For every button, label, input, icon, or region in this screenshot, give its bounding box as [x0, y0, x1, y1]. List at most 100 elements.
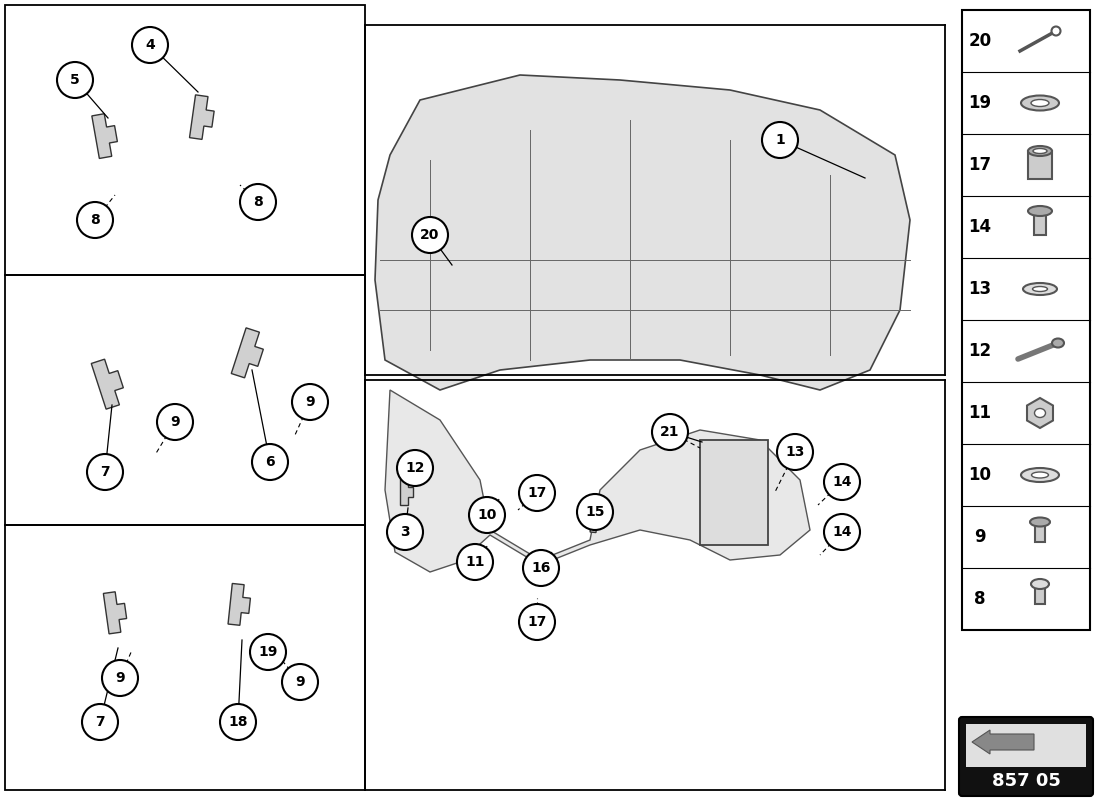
Polygon shape [91, 359, 123, 409]
Polygon shape [103, 592, 127, 634]
Text: 17: 17 [527, 486, 547, 500]
Circle shape [578, 494, 613, 530]
Bar [1034, 211, 1046, 235]
Circle shape [519, 604, 556, 640]
Text: 7: 7 [96, 715, 104, 729]
Bar [1035, 584, 1045, 604]
Text: 12: 12 [968, 342, 991, 360]
Ellipse shape [1028, 206, 1052, 216]
FancyArrow shape [972, 730, 1034, 754]
Circle shape [456, 544, 493, 580]
Polygon shape [400, 478, 412, 506]
Polygon shape [587, 512, 597, 533]
Text: 10: 10 [477, 508, 497, 522]
Text: 6: 6 [265, 455, 275, 469]
Text: 9: 9 [305, 395, 315, 409]
Polygon shape [700, 440, 768, 545]
Ellipse shape [1030, 518, 1050, 526]
Circle shape [240, 184, 276, 220]
Polygon shape [535, 570, 553, 578]
Circle shape [824, 464, 860, 500]
Text: 16: 16 [531, 561, 551, 575]
Circle shape [77, 202, 113, 238]
Circle shape [132, 27, 168, 63]
Text: 19: 19 [968, 94, 991, 112]
Ellipse shape [1032, 472, 1048, 478]
Text: 15: 15 [585, 505, 605, 519]
Circle shape [412, 217, 448, 253]
Polygon shape [385, 390, 810, 572]
Text: 857 05: 857 05 [991, 772, 1060, 790]
Text: 5: 5 [70, 73, 80, 87]
Text: 8: 8 [90, 213, 100, 227]
Text: 4: 4 [145, 38, 155, 52]
Circle shape [220, 704, 256, 740]
Text: 10: 10 [968, 466, 991, 484]
Text: 21: 21 [660, 425, 680, 439]
Circle shape [57, 62, 94, 98]
Ellipse shape [1031, 99, 1049, 106]
Text: 11: 11 [968, 404, 991, 422]
Text: 3: 3 [400, 525, 410, 539]
Polygon shape [375, 75, 910, 390]
FancyBboxPatch shape [959, 717, 1093, 796]
Circle shape [252, 444, 288, 480]
Circle shape [762, 122, 798, 158]
Text: 14: 14 [968, 218, 991, 236]
Polygon shape [91, 114, 118, 158]
Ellipse shape [1033, 149, 1047, 154]
Ellipse shape [1028, 146, 1052, 156]
Ellipse shape [1023, 283, 1057, 295]
Text: 7: 7 [100, 465, 110, 479]
Circle shape [292, 384, 328, 420]
Text: 13: 13 [968, 280, 991, 298]
Circle shape [777, 434, 813, 470]
Text: 11: 11 [465, 555, 485, 569]
Ellipse shape [1021, 95, 1059, 110]
Text: 9: 9 [975, 528, 986, 546]
Ellipse shape [1031, 579, 1049, 589]
Circle shape [824, 514, 860, 550]
Bar [6, 525, 365, 790]
Bar [1035, 522, 1045, 542]
Text: 9: 9 [295, 675, 305, 689]
Circle shape [522, 550, 559, 586]
Bar [6, 275, 365, 525]
Bar [1028, 151, 1052, 179]
Circle shape [82, 704, 118, 740]
Text: 9: 9 [116, 671, 124, 685]
Circle shape [102, 660, 138, 696]
Bar [6, 5, 365, 275]
Bar [966, 724, 1086, 767]
Circle shape [397, 450, 433, 486]
Circle shape [87, 454, 123, 490]
Text: 18: 18 [229, 715, 248, 729]
Text: 13: 13 [785, 445, 805, 459]
Text: 17: 17 [968, 156, 991, 174]
Bar [962, 10, 1090, 630]
Text: 8: 8 [975, 590, 986, 608]
Circle shape [1052, 26, 1060, 35]
Circle shape [469, 497, 505, 533]
Ellipse shape [1033, 286, 1047, 291]
Text: 1: 1 [776, 133, 785, 147]
Text: 20: 20 [968, 32, 991, 50]
Ellipse shape [1052, 338, 1064, 347]
Text: 14: 14 [833, 525, 851, 539]
Polygon shape [231, 328, 263, 378]
Circle shape [519, 475, 556, 511]
Text: 12: 12 [405, 461, 425, 475]
Text: 14: 14 [833, 475, 851, 489]
Text: 20: 20 [420, 228, 440, 242]
Polygon shape [189, 95, 214, 139]
Polygon shape [228, 583, 251, 626]
Circle shape [282, 664, 318, 700]
Ellipse shape [1034, 409, 1045, 418]
Circle shape [652, 414, 688, 450]
Ellipse shape [1021, 468, 1059, 482]
Text: 17: 17 [527, 615, 547, 629]
Circle shape [157, 404, 192, 440]
Text: 8: 8 [253, 195, 263, 209]
Circle shape [250, 634, 286, 670]
Text: 9: 9 [170, 415, 179, 429]
